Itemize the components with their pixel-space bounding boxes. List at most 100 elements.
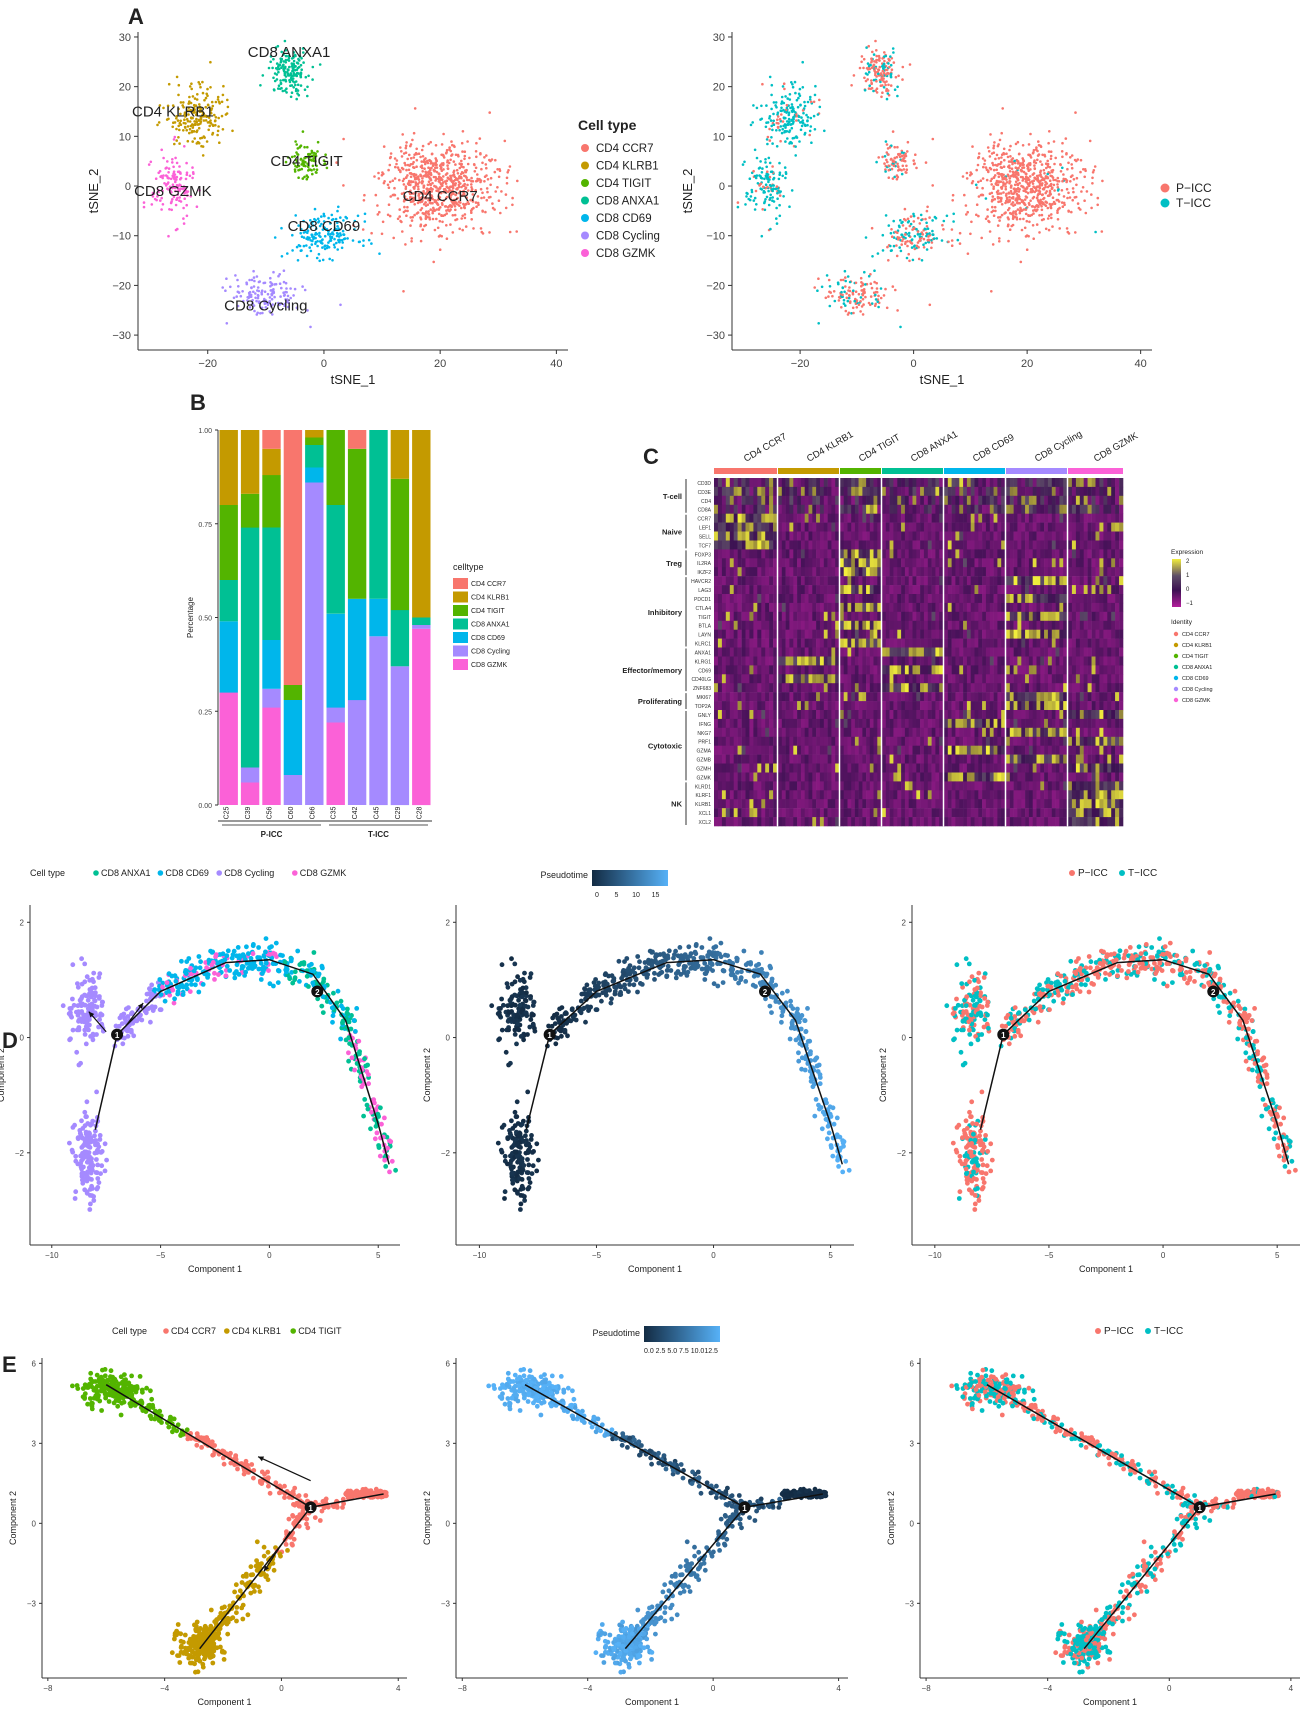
scatter-point bbox=[179, 177, 182, 181]
scatter-point bbox=[433, 228, 437, 232]
heatmap-cell bbox=[761, 585, 766, 595]
heatmap-cell bbox=[823, 495, 828, 505]
scatter-point bbox=[907, 231, 911, 235]
scatter-point bbox=[370, 231, 373, 235]
legend-label: T−ICC bbox=[1176, 196, 1211, 210]
scatter-point bbox=[201, 154, 205, 157]
heatmap-cell bbox=[862, 522, 867, 532]
scatter-point bbox=[800, 116, 803, 119]
heatmap-cell bbox=[1099, 567, 1104, 577]
scatter-point bbox=[470, 218, 474, 221]
heatmap-cell bbox=[733, 531, 738, 541]
scatter-point bbox=[479, 187, 483, 191]
scatter-point bbox=[993, 174, 997, 177]
heatmap-cell bbox=[993, 594, 998, 604]
heatmap-cell bbox=[1083, 522, 1088, 532]
group-label: T-ICC bbox=[368, 830, 389, 839]
heatmap-cell bbox=[920, 513, 925, 523]
scatter-point bbox=[924, 241, 927, 245]
scatter-point bbox=[409, 216, 413, 219]
heatmap-cell bbox=[733, 567, 738, 577]
scatter-point bbox=[916, 216, 920, 220]
heatmap-cell bbox=[737, 567, 742, 577]
heatmap-cell bbox=[831, 602, 836, 613]
scatter-point bbox=[231, 129, 234, 133]
scatter-point bbox=[480, 196, 483, 200]
heatmap-cell bbox=[761, 602, 766, 613]
scatter-point bbox=[1025, 248, 1029, 251]
scatter-point bbox=[862, 288, 866, 291]
scatter-point bbox=[481, 191, 484, 195]
heatmap-cell bbox=[970, 504, 975, 514]
scatter-point bbox=[479, 152, 482, 156]
scatter-point bbox=[892, 61, 896, 64]
heatmap-cell bbox=[714, 558, 719, 568]
heatmap-cell bbox=[1083, 567, 1088, 577]
heatmap-cell bbox=[827, 495, 832, 505]
scatter-point bbox=[453, 205, 457, 208]
scatter-point bbox=[785, 106, 789, 110]
heatmap-cell bbox=[944, 486, 949, 497]
scatter-point bbox=[480, 167, 483, 171]
scatter-point bbox=[864, 295, 867, 299]
heatmap-cell bbox=[1047, 513, 1052, 523]
scatter-point bbox=[282, 269, 286, 273]
heatmap-cell bbox=[901, 585, 906, 595]
scatter-point bbox=[468, 178, 471, 182]
heatmap-cell bbox=[733, 540, 738, 550]
scatter-point bbox=[431, 164, 435, 167]
heatmap-cell bbox=[993, 602, 998, 613]
cluster-label: CD8 ANXA1 bbox=[248, 44, 331, 61]
heatmap-cell bbox=[1075, 576, 1081, 586]
heatmap-cell bbox=[831, 531, 836, 541]
gene-label: CD8A bbox=[698, 508, 712, 514]
scatter-point bbox=[1065, 180, 1068, 184]
heatmap-cell bbox=[869, 495, 874, 505]
scatter-point bbox=[1002, 191, 1005, 194]
bar-segment bbox=[262, 640, 281, 689]
heatmap-cell bbox=[1047, 585, 1052, 595]
scatter-point bbox=[984, 217, 988, 221]
heatmap-cell bbox=[819, 558, 824, 568]
scatter-point bbox=[404, 185, 408, 188]
scatter-point bbox=[214, 123, 217, 127]
heatmap-cell bbox=[877, 567, 882, 577]
scatter-point bbox=[273, 79, 277, 83]
heatmap-cell bbox=[882, 594, 887, 604]
scatter-point bbox=[1040, 213, 1044, 217]
heatmap-cell bbox=[858, 486, 863, 497]
heatmap-cell bbox=[1047, 540, 1052, 550]
scatter-point bbox=[915, 166, 918, 170]
heatmap-cell bbox=[873, 495, 878, 505]
scatter-point bbox=[282, 63, 285, 67]
scatter-point bbox=[1047, 141, 1050, 145]
scatter-point bbox=[1009, 174, 1013, 178]
scatter-point bbox=[253, 279, 256, 283]
heatmap-cell bbox=[827, 522, 832, 532]
heatmap-cell bbox=[1087, 585, 1092, 595]
heatmap-cell bbox=[927, 567, 932, 577]
heatmap-cell bbox=[993, 504, 998, 514]
scatter-point bbox=[776, 197, 779, 200]
scatter-point bbox=[1025, 196, 1029, 199]
heatmap-cell bbox=[854, 522, 859, 532]
scatter-point bbox=[772, 112, 775, 116]
scatter-point bbox=[988, 230, 992, 233]
legend-label: CD4 CCR7 bbox=[596, 143, 654, 155]
heatmap-cell bbox=[1009, 594, 1014, 604]
heatmap-cell bbox=[789, 478, 794, 488]
scatter-point bbox=[410, 192, 413, 195]
heatmap-cell bbox=[927, 549, 932, 559]
scatter-point bbox=[1035, 185, 1038, 189]
scatter-point bbox=[928, 303, 932, 307]
heatmap-cell bbox=[947, 594, 952, 604]
scatter-point bbox=[188, 127, 192, 131]
scatter-point bbox=[458, 204, 461, 207]
scatter-point bbox=[867, 44, 870, 48]
scatter-point bbox=[489, 183, 492, 187]
heatmap-cell bbox=[916, 567, 921, 577]
scatter-point bbox=[176, 227, 179, 231]
scatter-point bbox=[449, 223, 452, 226]
heatmap-cell bbox=[733, 522, 738, 532]
heatmap-cell bbox=[745, 540, 750, 550]
